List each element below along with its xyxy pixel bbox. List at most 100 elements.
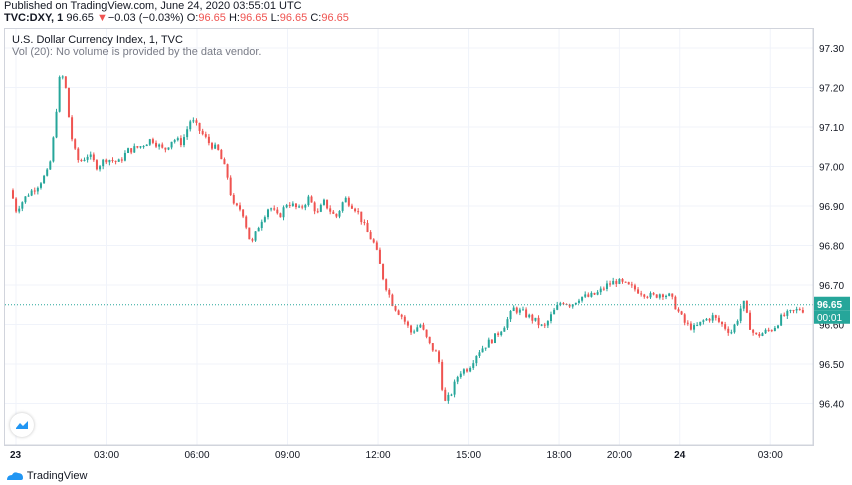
candle-body — [469, 367, 472, 372]
low-value: 96.65 — [279, 12, 308, 24]
candle-body — [288, 205, 291, 207]
candle-body — [428, 336, 431, 344]
change-down-arrow-icon: ▼ — [96, 12, 108, 24]
candle-body — [562, 303, 565, 305]
candle-body — [699, 321, 702, 326]
candle-body — [366, 222, 369, 233]
candle-body — [257, 228, 260, 232]
x-tick-label: 03:00 — [758, 450, 783, 461]
candle-body — [347, 197, 350, 206]
candle-body — [61, 76, 64, 78]
candle-body — [316, 211, 319, 213]
candle-body — [410, 325, 413, 333]
candle-body — [481, 348, 484, 353]
x-tick-label: 15:00 — [456, 450, 481, 461]
candle-body — [518, 309, 521, 313]
candle-body — [425, 329, 428, 337]
high-label: H: — [228, 12, 240, 24]
candle-body — [441, 361, 444, 390]
candle-body — [58, 76, 61, 112]
candle-body — [71, 117, 74, 140]
candle-body — [593, 292, 596, 295]
candle-body — [413, 331, 416, 333]
candle-body — [130, 148, 133, 153]
candle-body — [568, 304, 571, 307]
candle-body — [640, 293, 643, 295]
candle-body — [671, 293, 674, 297]
candle-body — [89, 154, 92, 157]
candle-body — [198, 122, 201, 131]
candle-body — [133, 146, 136, 153]
candle-body — [388, 289, 391, 295]
candle-body — [462, 369, 465, 374]
price-change: −0.03 (−0.03%) — [107, 12, 184, 24]
candle-body — [155, 142, 158, 147]
y-tick-label: 96.80 — [819, 242, 844, 253]
y-tick-label: 96.90 — [819, 202, 844, 213]
candle-body — [683, 314, 686, 323]
candle-body — [117, 159, 120, 162]
y-tick-label: 96.40 — [819, 400, 844, 411]
candle-body — [767, 329, 770, 331]
candle-body — [394, 305, 397, 311]
footer-brand-text: TradingView — [26, 470, 88, 482]
candle-body — [49, 161, 52, 170]
candle-body — [752, 329, 755, 333]
candle-body — [584, 294, 587, 297]
candle-body — [736, 320, 739, 325]
candle-body — [764, 329, 767, 334]
candle-body — [795, 309, 798, 311]
candle-body — [693, 325, 696, 330]
candle-body — [708, 318, 711, 321]
symbol-name[interactable]: TVC:DXY, 1 — [4, 12, 64, 24]
candle-body — [357, 211, 360, 213]
candle-body — [105, 159, 108, 163]
candle-body — [11, 190, 14, 199]
candle-body — [590, 292, 593, 297]
candle-body — [400, 314, 403, 317]
candle-body — [605, 283, 608, 289]
candle-body — [30, 190, 33, 196]
candle-body — [761, 333, 764, 336]
candle-body — [148, 139, 151, 145]
candle-body — [201, 130, 204, 135]
candle-body — [341, 202, 344, 211]
x-tick-label: 18:00 — [547, 450, 572, 461]
candle-body — [39, 183, 42, 188]
candle-body — [313, 202, 316, 212]
candle-body — [354, 208, 357, 212]
candle-body — [696, 325, 699, 327]
chart-pane[interactable] — [4, 28, 814, 446]
candle-body — [661, 294, 664, 298]
candle-body — [363, 222, 366, 224]
tradingview-cloud-icon — [7, 472, 23, 481]
x-tick-label: 24 — [674, 450, 686, 461]
candle-body — [270, 208, 273, 210]
candle-body — [618, 278, 621, 284]
candle-body — [612, 280, 615, 285]
candle-body — [310, 196, 313, 203]
candle-body — [602, 288, 605, 290]
chart-title: U.S. Dollar Currency Index, 1, TVC — [12, 34, 183, 46]
candle-body — [15, 198, 18, 212]
candle-body — [525, 309, 528, 318]
candle-body — [438, 351, 441, 362]
candle-body — [123, 152, 126, 161]
candle-body — [263, 217, 266, 222]
candle-body — [646, 296, 649, 298]
candle-body — [74, 139, 77, 149]
candle-body — [164, 147, 167, 150]
tradingview-logo-button[interactable] — [10, 413, 34, 437]
candle-body — [350, 205, 353, 209]
candle-body — [577, 300, 580, 303]
candle-body — [307, 196, 310, 206]
candle-body — [332, 211, 335, 214]
candle-body — [276, 209, 279, 214]
x-tick-label: 09:00 — [275, 450, 300, 461]
candle-body — [571, 304, 574, 307]
open-label: O: — [186, 12, 199, 24]
candle-body — [497, 333, 500, 336]
candle-body — [24, 196, 27, 203]
candle-body — [717, 317, 720, 322]
